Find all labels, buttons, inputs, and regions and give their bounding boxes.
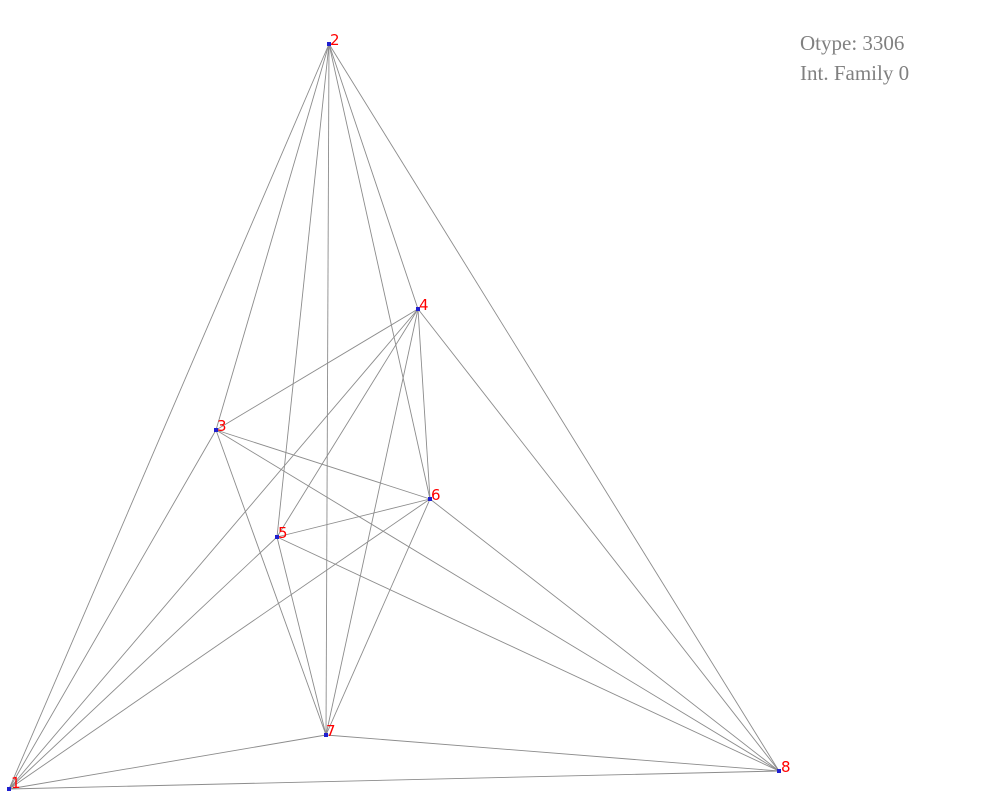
node-2	[327, 42, 331, 46]
edge-3-4	[215, 308, 419, 431]
otype-text: Otype: 3306	[800, 31, 905, 55]
edge-4-6	[417, 308, 431, 500]
label-layer: 1 2 3 4 5 6 7 8	[11, 31, 791, 792]
edge-1-8	[8, 770, 780, 790]
edge-1-3	[8, 429, 217, 790]
node-7	[324, 733, 328, 737]
edge-4-7	[325, 308, 419, 736]
node-4	[416, 307, 420, 311]
edge-layer	[8, 43, 780, 790]
edge-4-5	[276, 308, 419, 538]
node-6	[428, 497, 432, 501]
node-5	[275, 535, 279, 539]
family-text: Int. Family 0	[800, 61, 910, 85]
edge-2-6	[328, 43, 431, 500]
edge-7-8	[325, 734, 780, 772]
edge-1-5	[8, 536, 278, 790]
node-label-7: 7	[326, 722, 336, 740]
node-8	[777, 769, 781, 773]
edge-2-5	[276, 43, 330, 538]
node-1	[7, 787, 11, 791]
edge-3-8	[215, 429, 780, 772]
edge-3-7	[215, 429, 327, 736]
node-label-8: 8	[781, 758, 791, 776]
edge-2-7	[325, 43, 330, 736]
edge-6-7	[325, 498, 431, 736]
node-label-1: 1	[11, 774, 21, 792]
edge-1-6	[8, 498, 431, 790]
node-layer	[7, 42, 781, 791]
edge-6-8	[429, 498, 780, 772]
node-3	[214, 428, 218, 432]
edge-1-7	[8, 734, 327, 790]
edge-2-3	[215, 43, 330, 431]
edge-1-4	[8, 308, 419, 790]
edge-2-8	[328, 43, 780, 772]
edge-4-8	[417, 308, 780, 772]
edge-1-2	[8, 43, 330, 790]
node-label-2: 2	[330, 31, 340, 49]
edge-5-6	[276, 498, 431, 538]
edge-3-6	[215, 429, 431, 500]
edge-5-7	[276, 536, 327, 736]
edge-2-4	[328, 43, 419, 310]
node-label-6: 6	[431, 486, 441, 504]
node-label-5: 5	[278, 524, 288, 542]
node-label-4: 4	[419, 296, 429, 314]
info-panel: Otype: 3306 Int. Family 0	[800, 28, 909, 88]
node-label-3: 3	[217, 417, 227, 435]
edge-5-8	[276, 536, 780, 772]
